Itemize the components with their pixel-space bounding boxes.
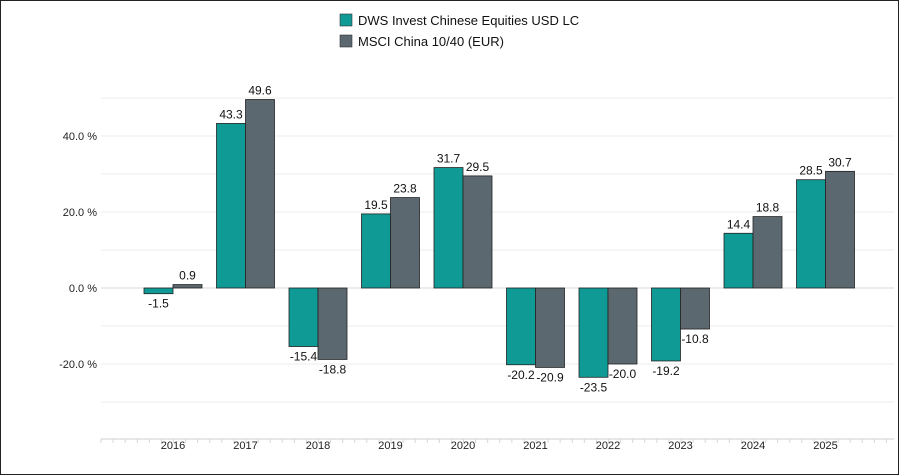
value-label-2024-series-1: 18.8 — [756, 201, 780, 215]
bar-2022-series-0 — [578, 287, 609, 378]
legend-swatch-0 — [339, 13, 353, 27]
y-tick-label: 20.0 % — [63, 207, 97, 219]
legend: DWS Invest Chinese Equities USD LC MSCI C… — [339, 13, 579, 49]
bar-2025-series-0 — [796, 179, 826, 289]
x-tick-label-2022: 2022 — [596, 440, 620, 452]
value-label-2020-series-1: 29.5 — [466, 160, 490, 174]
value-label-2022-series-1: -20.0 — [609, 367, 637, 381]
y-tick-label: -20.0 % — [59, 359, 97, 371]
value-label-2017-series-1: 49.6 — [248, 84, 272, 98]
value-label-2018-series-0: -15.4 — [290, 350, 318, 364]
bar-2019-series-1 — [390, 197, 420, 289]
bar-2016-series-1 — [172, 284, 203, 289]
y-tick-label: 0.0 % — [69, 283, 97, 295]
legend-label-1: MSCI China 10/40 (EUR) — [358, 34, 504, 49]
value-label-2024-series-0: 14.4 — [727, 217, 751, 231]
value-label-2021-series-1: -20.9 — [536, 370, 564, 384]
bar-2024-series-0 — [723, 232, 754, 289]
value-labels: -1.5 0.9 43.3 49.6 -15.4-18.8 19.5 23.8 31.7 29.… — [148, 84, 852, 395]
bar-2022-series-1 — [607, 287, 638, 365]
x-axis: 2016 2017 2018 2019 2020 2021 2022 2023 2024 2025 — [100, 438, 894, 452]
y-axis: 40.0 % 20.0 % 0.0 % -20.0 % — [59, 131, 97, 371]
x-tick-label-2025: 2025 — [813, 440, 837, 452]
bars — [143, 99, 855, 378]
bar-2018-series-0 — [288, 287, 319, 347]
value-label-2018-series-1: -18.8 — [319, 362, 347, 376]
bar-2019-series-0 — [361, 213, 391, 289]
value-label-2016-series-0: -1.5 — [148, 297, 169, 311]
value-label-2021-series-0: -20.2 — [507, 368, 535, 382]
value-label-2020-series-0: 31.7 — [437, 152, 461, 166]
value-label-2017-series-0: 43.3 — [219, 107, 243, 121]
x-tick-label-2021: 2021 — [523, 440, 547, 452]
value-label-2016-series-1: 0.9 — [179, 269, 196, 283]
legend-label-0: DWS Invest Chinese Equities USD LC — [358, 13, 579, 28]
bar-2024-series-1 — [752, 216, 783, 289]
bar-2025-series-1 — [825, 170, 855, 289]
bar-2016-series-0 — [143, 287, 174, 295]
value-label-2025-series-1: 30.7 — [828, 155, 852, 169]
bar-2020-series-1 — [462, 175, 493, 289]
legend-swatch-1 — [339, 34, 353, 48]
value-label-2023-series-1: -10.8 — [681, 332, 709, 346]
bar-2023-series-0 — [651, 287, 681, 362]
value-label-2025-series-0: 28.5 — [799, 164, 823, 178]
x-tick-label-2018: 2018 — [306, 440, 330, 452]
bar-2021-series-0 — [506, 287, 536, 366]
x-tick-label-2017: 2017 — [233, 440, 257, 452]
bar-2023-series-1 — [680, 287, 710, 330]
value-label-2019-series-0: 19.5 — [364, 198, 388, 212]
value-label-2022-series-0: -23.5 — [580, 380, 608, 394]
bar-2018-series-1 — [317, 287, 348, 360]
bar-2020-series-0 — [433, 167, 464, 289]
value-label-2023-series-0: -19.2 — [652, 364, 680, 378]
x-tick-label-2024: 2024 — [741, 440, 765, 452]
bar-2017-series-0 — [216, 123, 246, 289]
x-tick-label-2020: 2020 — [451, 440, 475, 452]
y-tick-label: 40.0 % — [63, 131, 97, 143]
bar-2021-series-1 — [535, 287, 565, 368]
x-tick-label-2023: 2023 — [668, 440, 692, 452]
x-tick-label-2019: 2019 — [378, 440, 402, 452]
value-label-2019-series-1: 23.8 — [393, 182, 417, 196]
x-tick-label-2016: 2016 — [161, 440, 185, 452]
bar-2017-series-1 — [245, 99, 275, 289]
